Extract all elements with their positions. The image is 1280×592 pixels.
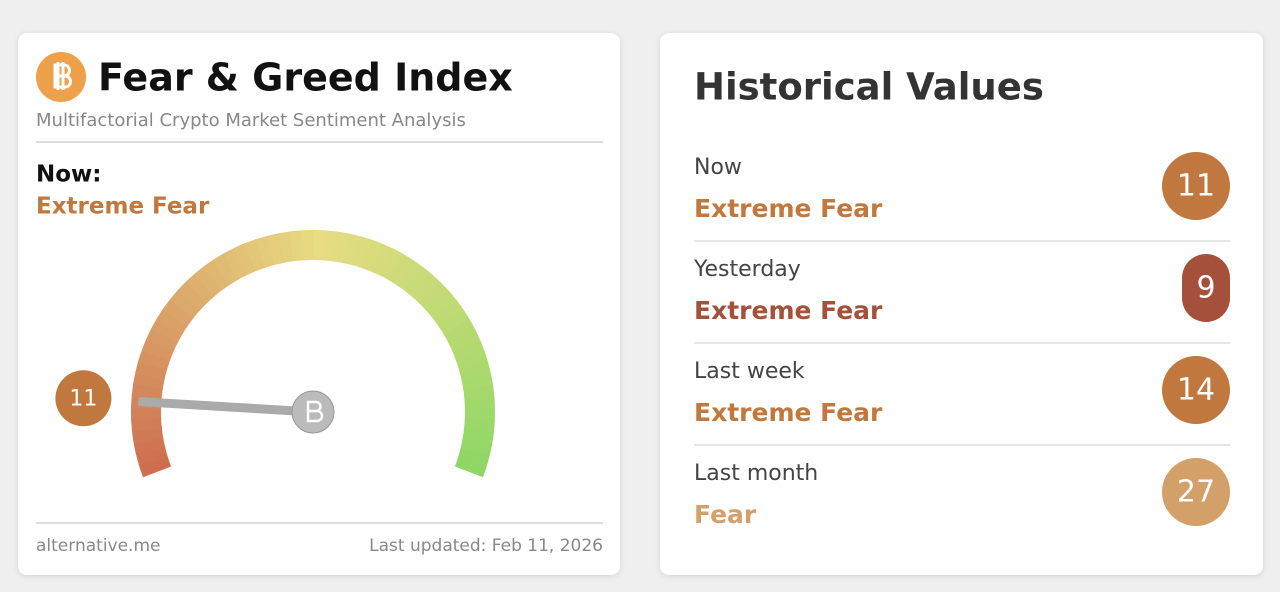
bitcoin-icon bbox=[36, 52, 86, 102]
value-badge-label: 27 bbox=[1177, 475, 1215, 510]
card-subtitle: Multifactorial Crypto Market Sentiment A… bbox=[36, 110, 466, 131]
now-classification: Extreme Fear bbox=[36, 194, 210, 220]
gauge: 11 bbox=[55, 230, 495, 478]
value-badge-label: 11 bbox=[69, 386, 97, 411]
history-rows: Now Extreme Fear 11 Yesterday Extreme Fear 9 L… bbox=[693, 152, 1230, 529]
history-card bbox=[660, 33, 1263, 575]
footer-updated: Last updated: Feb 11, 2026 bbox=[369, 536, 603, 556]
needle-hub-icon bbox=[306, 400, 324, 423]
value-badge bbox=[1182, 254, 1230, 322]
value-badge bbox=[1162, 356, 1230, 424]
value-badge bbox=[55, 370, 112, 427]
period-classification: Fear bbox=[694, 500, 757, 529]
history-title: Historical Values bbox=[694, 66, 1044, 109]
period-classification: Extreme Fear bbox=[694, 194, 883, 223]
now-label: Now: bbox=[36, 162, 102, 188]
footer-source: alternative.me bbox=[36, 536, 160, 556]
value-badge-label: 11 bbox=[1177, 169, 1215, 204]
period-label: Yesterday bbox=[693, 257, 801, 282]
value-badge bbox=[1162, 458, 1230, 526]
value-badge-label: 14 bbox=[1177, 373, 1215, 408]
card-title: Fear & Greed Index bbox=[98, 56, 513, 100]
value-badge bbox=[1162, 152, 1230, 220]
period-label: Last week bbox=[694, 359, 805, 384]
period-classification: Extreme Fear bbox=[694, 296, 883, 325]
period-label: Now bbox=[694, 155, 742, 180]
period-classification: Extreme Fear bbox=[694, 398, 883, 427]
value-badge-label: 9 bbox=[1196, 271, 1215, 306]
needle bbox=[138, 397, 314, 417]
period-label: Last month bbox=[694, 461, 818, 486]
gauge-arc bbox=[454, 457, 487, 478]
